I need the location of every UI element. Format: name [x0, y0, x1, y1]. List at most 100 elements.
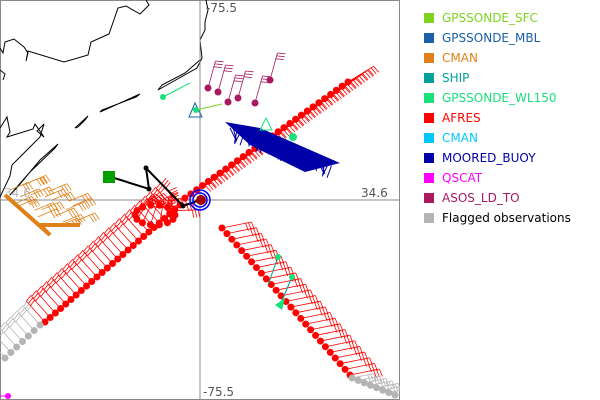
wind-observation-map[interactable]: -75.5 -75.5 34.6 34.6	[0, 0, 400, 400]
observation-point	[77, 287, 85, 294]
wind-barb-flag	[222, 172, 229, 180]
observation-point	[331, 354, 339, 362]
legend-item[interactable]: GPSSONDE_MBL	[424, 28, 571, 48]
wind-barb-flag	[231, 167, 237, 174]
legend-item[interactable]: GPSSONDE_WL150	[424, 88, 571, 108]
wind-barb	[266, 272, 296, 280]
wind-barb-flag	[276, 55, 285, 58]
observation-point	[257, 269, 265, 277]
observation-point	[19, 338, 26, 345]
wind-barb-flag	[327, 98, 334, 105]
wind-barb-flag	[42, 176, 48, 184]
wind-barb-flag	[318, 104, 325, 112]
wind-barb-flag	[50, 281, 57, 288]
observation-point	[124, 246, 132, 254]
wind-barb-flag	[221, 173, 228, 181]
top-axis-label: -75.5	[206, 1, 237, 15]
wind-barb	[246, 249, 277, 257]
observation-point	[292, 309, 300, 317]
wind-barb-flag	[60, 190, 66, 198]
legend-item[interactable]: QSCAT	[424, 168, 571, 188]
legend-label: SHIP	[442, 71, 470, 85]
observation-point	[223, 230, 231, 238]
legend-item[interactable]: MOORED_BUOY	[424, 148, 571, 168]
observation-point	[238, 247, 246, 255]
observation-point	[109, 260, 116, 267]
wind-barb-flag	[362, 73, 369, 80]
wind-barb-flag	[77, 249, 84, 257]
wind-barb	[207, 60, 216, 89]
wind-barb	[37, 208, 57, 218]
legend-item[interactable]: ASOS_LD_TO	[424, 188, 571, 208]
legend-item[interactable]: CMAN	[424, 128, 571, 148]
legend-item[interactable]: GPSSONDE_SFC	[424, 8, 571, 28]
wind-barb	[72, 197, 92, 207]
wind-barb-flag	[59, 269, 65, 277]
observation-point	[57, 305, 65, 312]
coastline	[0, 0, 209, 198]
sonde-point	[193, 107, 199, 113]
wind-barb-flag	[248, 154, 255, 162]
wind-barb-flag	[251, 153, 257, 160]
legend-item[interactable]: Flagged observations	[424, 208, 571, 228]
wind-barb-flag	[291, 124, 298, 131]
wind-barb-flag	[11, 310, 17, 318]
wind-barb-flag	[47, 204, 53, 212]
wind-barb-flag	[280, 131, 287, 138]
wind-barb-flag	[50, 211, 56, 219]
station-center	[196, 195, 206, 205]
wind-barb	[315, 329, 346, 336]
wind-barb	[289, 107, 316, 124]
wind-barb	[388, 389, 400, 393]
legend-swatch	[424, 53, 434, 63]
observation-point	[169, 207, 177, 215]
wind-barb-flag	[347, 84, 354, 91]
wind-barb	[51, 191, 71, 201]
wind-barb-flag	[30, 299, 36, 306]
wind-barb-flag	[19, 307, 25, 315]
buoy-barb	[233, 129, 238, 142]
wind-barb-flag	[356, 77, 363, 85]
wind-barb-flag	[85, 200, 91, 208]
observation-point	[13, 343, 21, 351]
legend-item[interactable]: SHIP	[424, 68, 571, 88]
wind-barb	[269, 52, 278, 81]
wind-barb	[55, 207, 75, 217]
observation-point	[297, 314, 305, 322]
wind-barb	[26, 300, 46, 323]
legend-label: AFRES	[442, 111, 481, 125]
wind-barb	[217, 64, 226, 93]
wind-barb-flag	[364, 71, 371, 79]
wind-barb-flag	[28, 296, 34, 304]
wind-barb-flag	[73, 207, 79, 215]
observation-point	[1, 354, 9, 362]
wind-barb-flag	[25, 183, 31, 191]
observation-point	[30, 327, 38, 334]
wind-barb-flag	[38, 287, 45, 295]
wind-barb-flag	[286, 127, 293, 134]
legend-label: CMAN	[442, 131, 478, 145]
wind-barb-flag	[113, 227, 119, 234]
sonde-point	[275, 254, 281, 260]
legend-swatch	[424, 213, 434, 223]
legend-swatch	[424, 193, 434, 203]
observation-point	[228, 235, 236, 243]
wind-barb-flag	[55, 276, 62, 284]
wind-barb-flag	[280, 132, 287, 139]
wind-barb	[277, 115, 304, 133]
wind-barb-flag	[5, 316, 12, 324]
wind-barb-flag	[64, 194, 70, 202]
station-ring	[192, 192, 208, 208]
wind-barb-flag	[0, 321, 6, 329]
wind-barb-flag	[72, 254, 79, 261]
wind-barb-flag	[234, 164, 241, 172]
wind-barb	[27, 174, 47, 184]
legend-swatch	[424, 113, 434, 123]
observation-point	[169, 215, 177, 223]
right-axis-label: 34.6	[361, 186, 388, 200]
wind-barb-flag	[118, 222, 124, 230]
wind-barb-flag	[169, 187, 177, 192]
legend-item[interactable]: CMAN	[424, 48, 571, 68]
legend-item[interactable]: AFRES	[424, 108, 571, 128]
wind-barb	[20, 188, 40, 197]
